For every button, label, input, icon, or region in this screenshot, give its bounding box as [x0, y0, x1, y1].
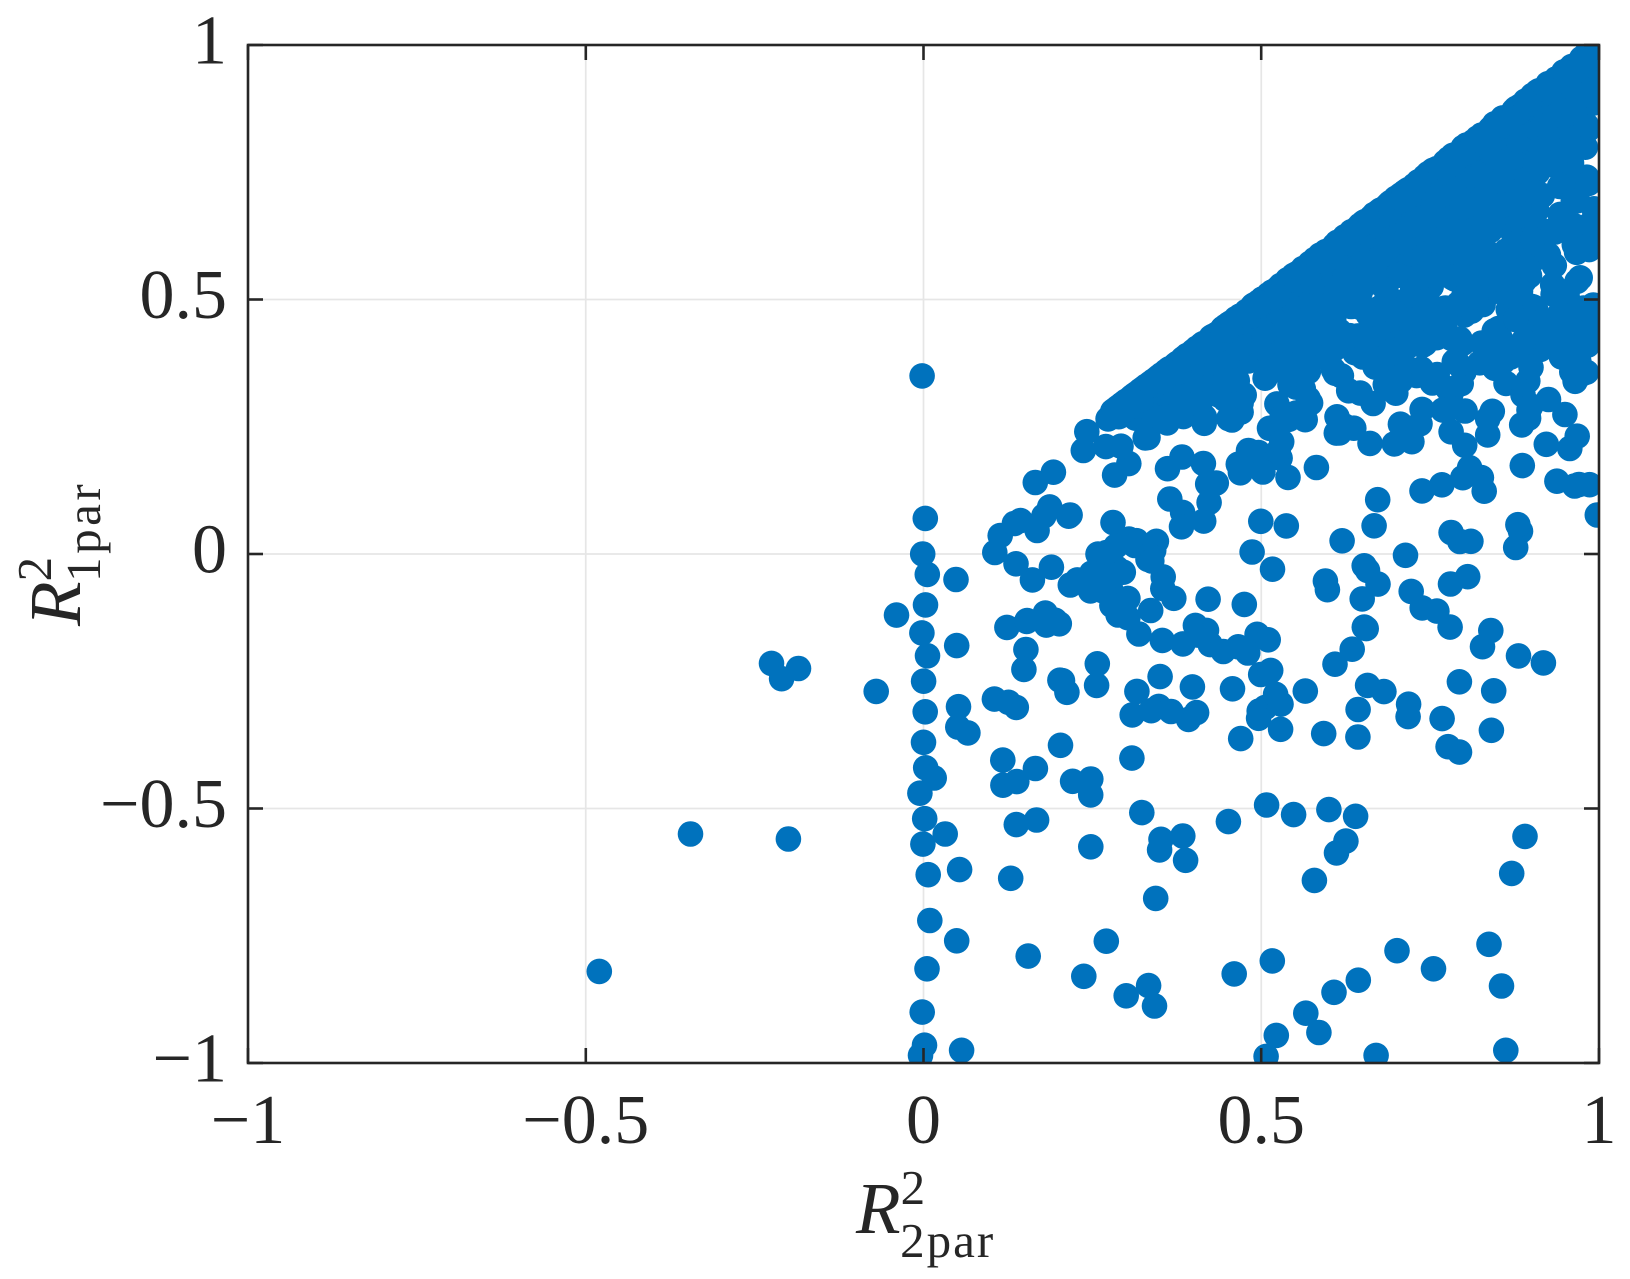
svg-text:0: 0: [906, 1082, 941, 1159]
svg-text:−1: −1: [211, 1082, 285, 1159]
svg-text:−1: −1: [153, 1021, 227, 1098]
svg-text:1: 1: [192, 3, 227, 80]
svg-text:0: 0: [192, 512, 227, 589]
svg-text:R21par: R21par: [7, 481, 111, 627]
svg-text:−0.5: −0.5: [100, 766, 227, 843]
svg-text:0.5: 0.5: [1217, 1082, 1305, 1159]
svg-text:1: 1: [1582, 1082, 1617, 1159]
svg-text:−0.5: −0.5: [522, 1082, 649, 1159]
svg-text:0.5: 0.5: [140, 257, 228, 334]
